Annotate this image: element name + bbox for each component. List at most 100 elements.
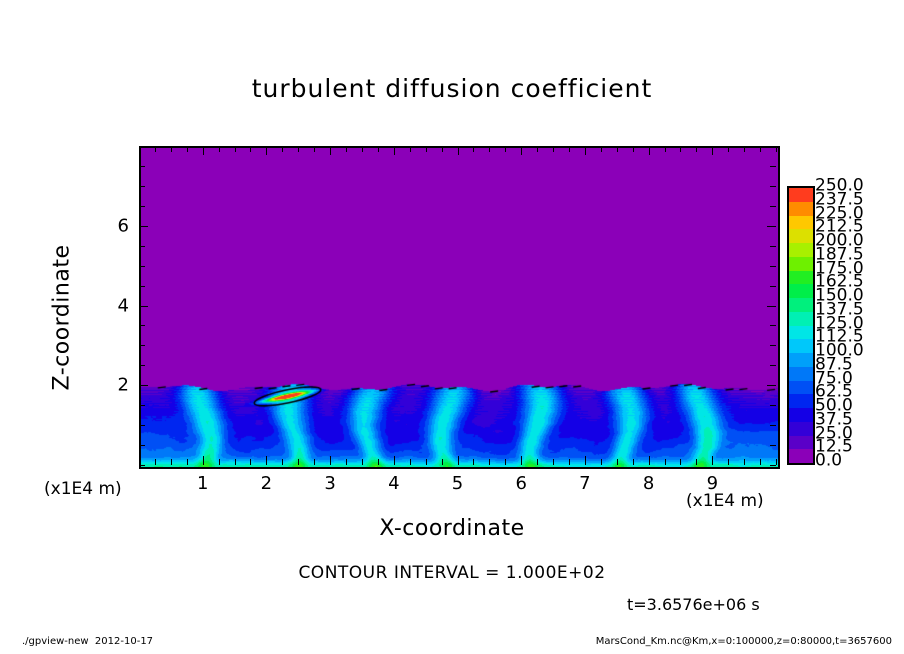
- x-tick: [410, 459, 411, 465]
- x-tick-top: [521, 146, 522, 155]
- colorbar-tick-label: 212.5: [815, 216, 864, 237]
- x-tick-top: [569, 146, 570, 152]
- x-tick-top: [696, 146, 697, 152]
- timestamp-label: t=3.6576e+06 s: [627, 595, 760, 614]
- x-tick: [649, 456, 650, 465]
- colorbar-band-7: [789, 353, 813, 367]
- y-tick-right: [767, 306, 776, 307]
- y-tick: [139, 306, 148, 307]
- x-tick-top: [458, 146, 459, 155]
- colorbar-band-17: [789, 215, 813, 230]
- y-tick: [139, 226, 148, 227]
- x-tick-top: [139, 146, 140, 152]
- colorbar-tick-label: 62.5: [815, 381, 853, 402]
- colorbar-band-14: [789, 256, 813, 271]
- y-tick: [139, 166, 145, 167]
- x-tick-top: [680, 146, 681, 152]
- x-tick-top: [665, 146, 666, 152]
- y-tick-right: [767, 385, 776, 386]
- x-tick-top: [744, 146, 745, 152]
- x-tick-top: [633, 146, 634, 152]
- x-tick: [187, 459, 188, 465]
- colorbar-band-3: [789, 408, 813, 422]
- x-tick: [330, 456, 331, 465]
- x-tick: [250, 459, 251, 465]
- y-tick: [139, 266, 145, 267]
- y-tick-label: 6: [117, 215, 129, 237]
- x-tick-top: [728, 146, 729, 152]
- y-tick: [139, 405, 145, 406]
- x-tick-top: [282, 146, 283, 152]
- colorbar-tick-label: 50.0: [815, 395, 853, 416]
- x-tick: [282, 459, 283, 465]
- y-tick-right: [770, 465, 776, 466]
- x-tick-label: 3: [324, 473, 336, 494]
- colorbar-tick-label: 187.5: [815, 244, 864, 265]
- x-tick: [680, 459, 681, 465]
- x-tick-top: [171, 146, 172, 152]
- x-tick-top: [585, 146, 586, 155]
- x-tick-top: [219, 146, 220, 152]
- plot-area: [139, 146, 780, 469]
- x-tick: [505, 459, 506, 465]
- x-tick: [314, 459, 315, 465]
- colorbar-band-1: [789, 435, 813, 450]
- y-tick: [139, 146, 145, 147]
- x-tick-top: [266, 146, 267, 155]
- x-tick: [171, 459, 172, 465]
- y-tick-right: [770, 365, 776, 366]
- x-tick: [728, 459, 729, 465]
- y-axis-unit-label: (x1E4 m): [44, 479, 122, 499]
- x-tick-top: [378, 146, 379, 152]
- x-tick-top: [362, 146, 363, 152]
- colorbar-tick-label: 125.0: [815, 313, 864, 333]
- x-tick-top: [473, 146, 474, 152]
- y-tick: [139, 206, 145, 207]
- colorbar-band-18: [789, 201, 813, 216]
- y-axis-title: Z-coordinate: [49, 244, 75, 391]
- y-tick-right: [770, 246, 776, 247]
- x-tick: [489, 459, 490, 465]
- colorbar-band-6: [789, 366, 813, 381]
- x-tick: [155, 459, 156, 465]
- colorbar-tick-label: 137.5: [815, 299, 864, 320]
- y-tick-label: 2: [117, 374, 129, 396]
- x-tick-top: [330, 146, 331, 155]
- y-tick-right: [767, 226, 776, 227]
- colorbar-band-0: [789, 449, 813, 463]
- x-tick: [378, 459, 379, 465]
- x-tick-top: [712, 146, 713, 155]
- y-tick-right: [770, 146, 776, 147]
- x-tick: [346, 459, 347, 465]
- x-tick: [139, 459, 140, 465]
- colorbar-band-9: [789, 325, 813, 340]
- x-tick-top: [346, 146, 347, 152]
- y-tick: [139, 445, 145, 446]
- y-tick: [139, 365, 145, 366]
- x-tick-top: [553, 146, 554, 152]
- x-tick: [776, 459, 777, 465]
- colorbar-tick-label: 162.5: [815, 271, 864, 292]
- x-tick-top: [410, 146, 411, 152]
- page-title: turbulent diffusion coefficient: [251, 74, 653, 103]
- x-tick: [442, 459, 443, 465]
- x-tick-top: [203, 146, 204, 155]
- y-tick-right: [770, 325, 776, 326]
- x-tick: [744, 459, 745, 465]
- colorbar-band-8: [789, 339, 813, 353]
- y-tick-right: [770, 405, 776, 406]
- colorbar-tick-label: 237.5: [815, 189, 864, 210]
- x-tick: [266, 456, 267, 465]
- x-tick: [537, 459, 538, 465]
- colorbar-tick-label: 0.0: [815, 450, 843, 471]
- y-tick: [139, 325, 145, 326]
- x-tick: [458, 456, 459, 465]
- footer-date-text: 2012-10-17: [94, 636, 154, 647]
- y-tick-right: [770, 186, 776, 187]
- y-tick-right: [770, 286, 776, 287]
- x-tick-label: 8: [642, 473, 655, 494]
- x-tick: [394, 456, 395, 465]
- x-tick: [553, 459, 554, 465]
- x-tick-top: [601, 146, 602, 152]
- colorbar-tick-label: 200.0: [815, 230, 864, 251]
